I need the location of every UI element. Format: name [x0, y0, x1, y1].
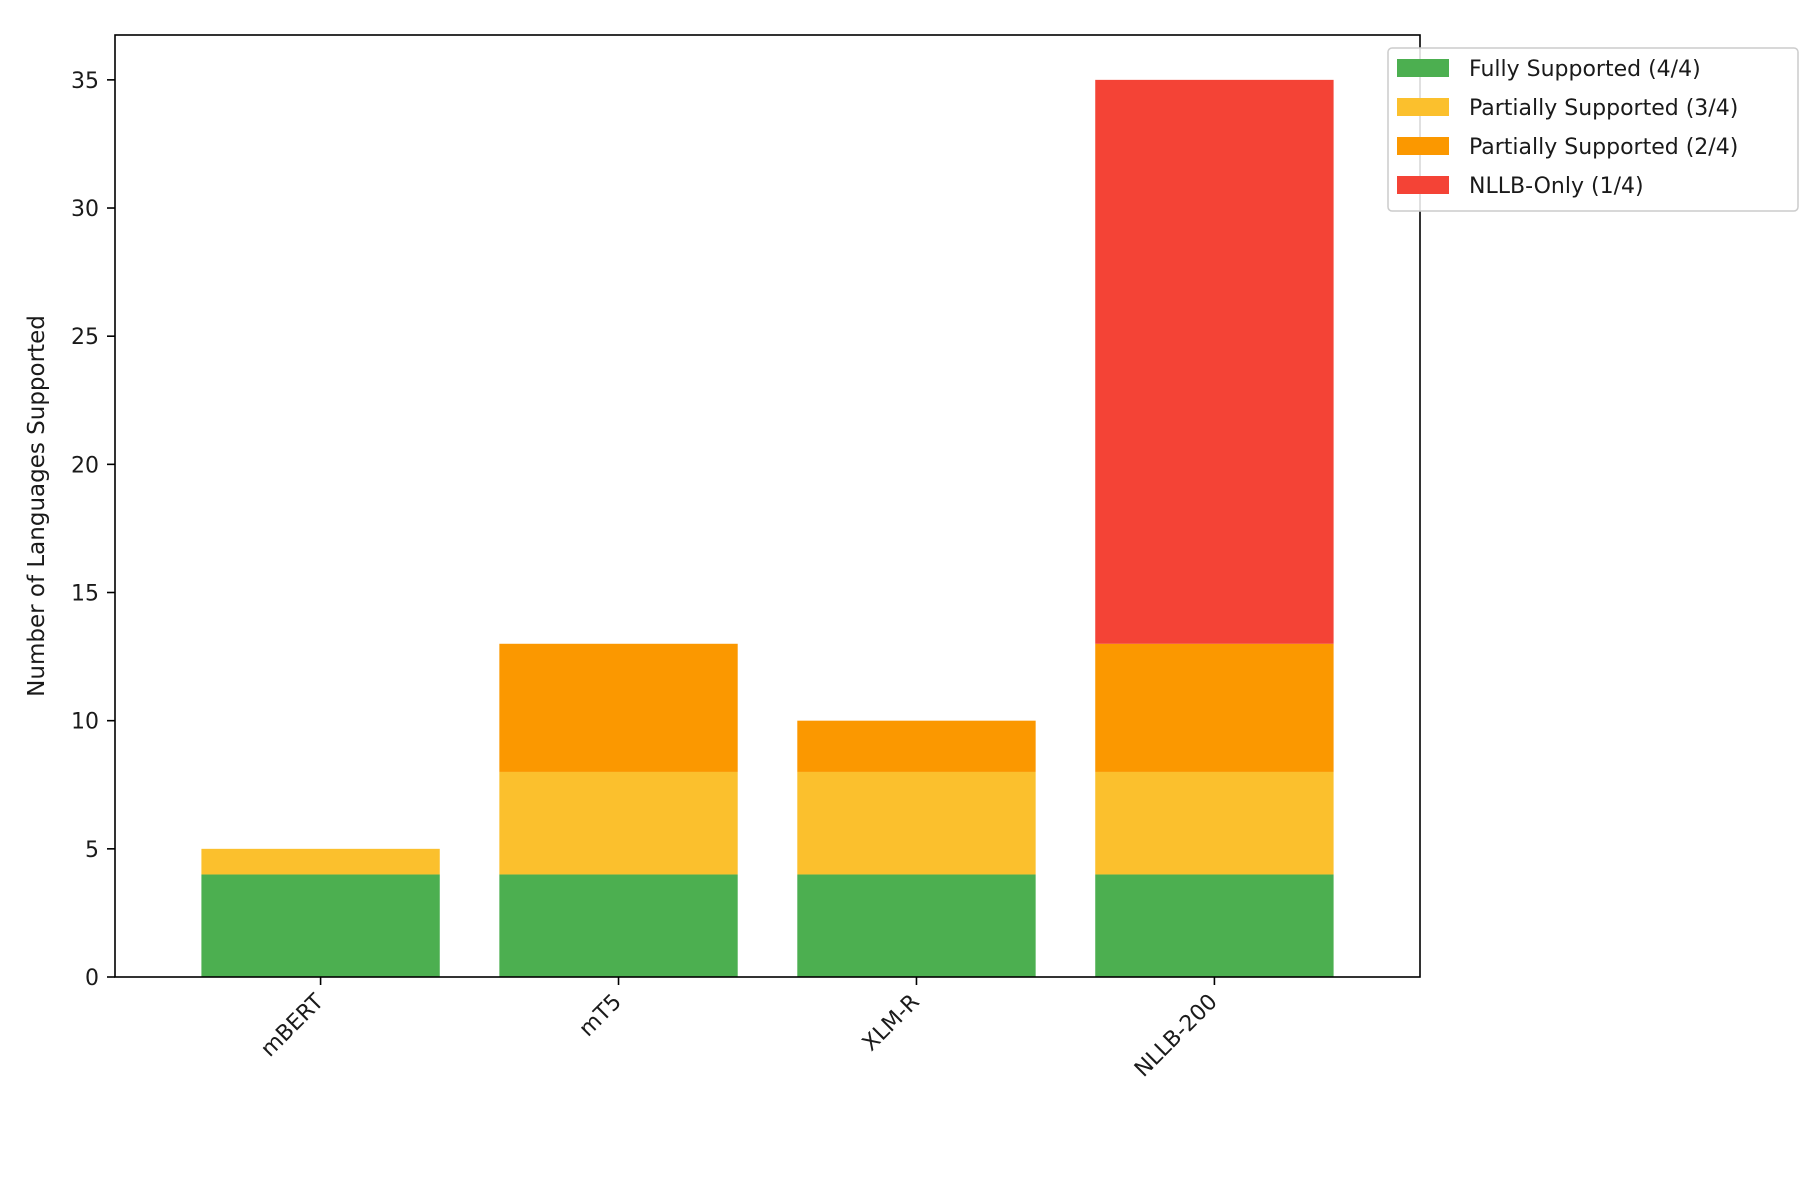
x-tick-label: NLLB-200 [1130, 990, 1223, 1083]
legend-box [1387, 47, 1799, 212]
bar-segment-mt5-series-3 [499, 643, 738, 772]
y-axis: 0 5 10 15 20 25 30 35 [71, 69, 115, 991]
x-tick-label: XLM-R [858, 990, 925, 1057]
y-tick-label: 5 [85, 838, 99, 863]
legend: Fully Supported (4/4) Partially Supported… [1387, 47, 1799, 212]
legend-swatch [1397, 176, 1449, 194]
legend-label: NLLB-Only (1/4) [1469, 174, 1644, 199]
bars-layer [201, 79, 1334, 977]
bar-segment-mbert-series-1 [201, 874, 440, 977]
legend-label: Partially Supported (3/4) [1469, 96, 1738, 121]
bar-segment-nllb-200-series-1 [1095, 874, 1334, 977]
bar-segment-xlm-r-series-3 [797, 720, 1036, 772]
bar-segment-mt5-series-1 [499, 874, 738, 977]
y-axis-label: Number of Languages Supported [24, 315, 50, 697]
bar-segment-xlm-r-series-2 [797, 771, 1036, 875]
y-tick-label: 0 [85, 966, 99, 991]
bar-segment-mbert-series-2 [201, 848, 440, 875]
bar-segment-nllb-200-series-4 [1095, 79, 1334, 644]
y-tick-label: 10 [71, 710, 99, 735]
legend-swatch [1397, 59, 1449, 77]
plot-area-frame [114, 34, 1421, 978]
legend-swatch [1397, 137, 1449, 155]
bar-segment-nllb-200-series-3 [1095, 643, 1334, 772]
legend-label: Partially Supported (2/4) [1469, 135, 1738, 160]
x-tick-label: mT5 [575, 990, 627, 1042]
y-tick-label: 15 [71, 582, 99, 607]
bar-segment-mt5-series-2 [499, 771, 738, 875]
bar-segment-xlm-r-series-1 [797, 874, 1036, 977]
legend-label: Fully Supported (4/4) [1469, 57, 1701, 82]
bar-segment-nllb-200-series-2 [1095, 771, 1334, 875]
y-tick-label: 25 [71, 325, 99, 350]
x-tick-label: mBERT [256, 989, 329, 1062]
y-tick-label: 35 [71, 69, 99, 94]
x-axis: mBERT mT5 XLM-R NLLB-200 [256, 977, 1223, 1083]
legend-swatch [1397, 98, 1449, 116]
y-tick-label: 20 [71, 453, 99, 478]
y-tick-label: 30 [71, 197, 99, 222]
